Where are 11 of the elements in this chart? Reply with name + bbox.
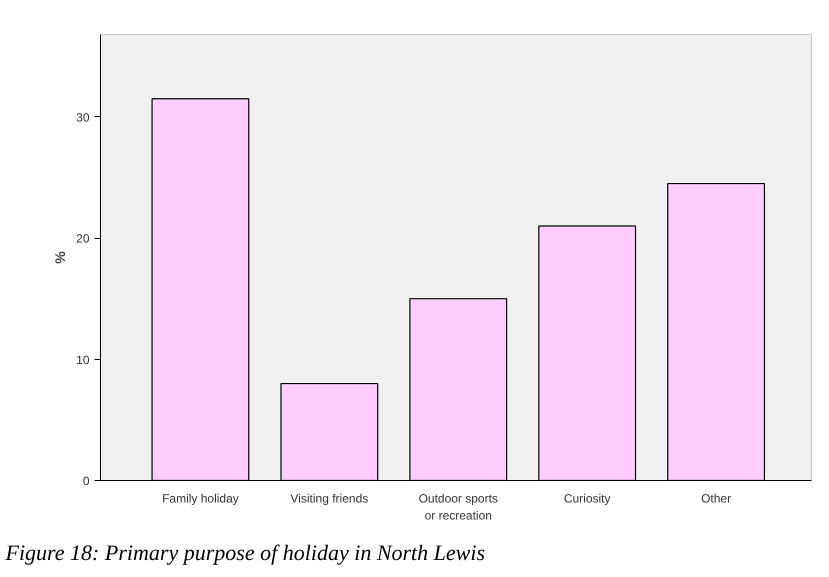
y-tick-label: 20	[76, 232, 90, 246]
x-tick-label: Curiosity	[564, 492, 611, 506]
y-tick-label: 10	[76, 352, 90, 367]
x-tick-label: Other	[701, 492, 732, 506]
y-axis-title: %	[52, 250, 68, 264]
y-tick-label: 30	[76, 110, 90, 124]
x-tick-label: Family holiday	[162, 492, 239, 506]
caption: Figure 18: Primary purpose of holiday in North Lewis	[4, 540, 486, 565]
x-tick-label: Outdoor sports or recreation	[418, 492, 498, 522]
x-tick-label: Visiting friends	[290, 492, 368, 506]
y-tick-label: 0	[82, 474, 90, 488]
